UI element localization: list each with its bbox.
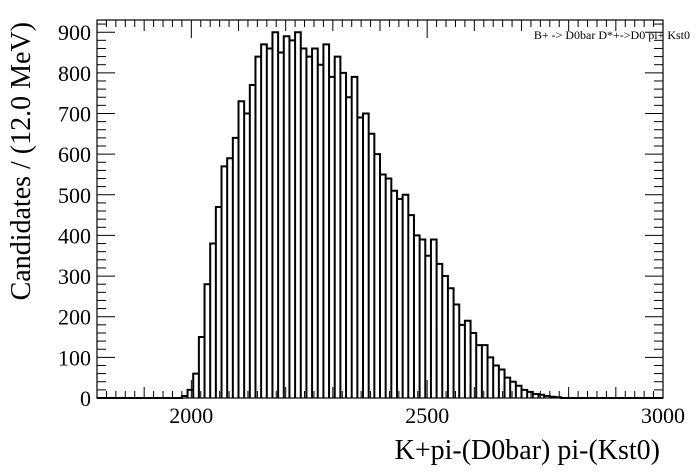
y-tick-label: 800 [58, 61, 91, 86]
y-axis-title: Candidates / (12.0 MeV) [6, 22, 37, 300]
x-tick-labels: 2000 2500 3000 [169, 403, 685, 428]
axis-ticks [96, 20, 664, 399]
chart-title: B+ -> D0bar D*+->D0 pi+ Kst0 [534, 28, 690, 42]
y-tick-labels: 0 100 200 300 400 500 600 700 800 900 [58, 20, 91, 411]
histogram-line [97, 31, 663, 399]
y-tick-label: 400 [58, 223, 91, 248]
y-tick-label: 900 [58, 20, 91, 45]
x-tick-label: 2500 [405, 403, 449, 428]
y-tick-label: 300 [58, 264, 91, 289]
x-axis-title: K+pi-(D0bar) pi-(Kst0) [395, 435, 660, 466]
y-tick-label: 600 [58, 142, 91, 167]
y-tick-label: 200 [58, 305, 91, 330]
y-tick-label: 500 [58, 183, 91, 208]
y-tick-label: 100 [58, 345, 91, 370]
x-tick-label: 2000 [169, 403, 213, 428]
y-tick-label: 0 [80, 386, 91, 411]
y-tick-label: 700 [58, 102, 91, 127]
x-tick-label: 3000 [641, 403, 685, 428]
